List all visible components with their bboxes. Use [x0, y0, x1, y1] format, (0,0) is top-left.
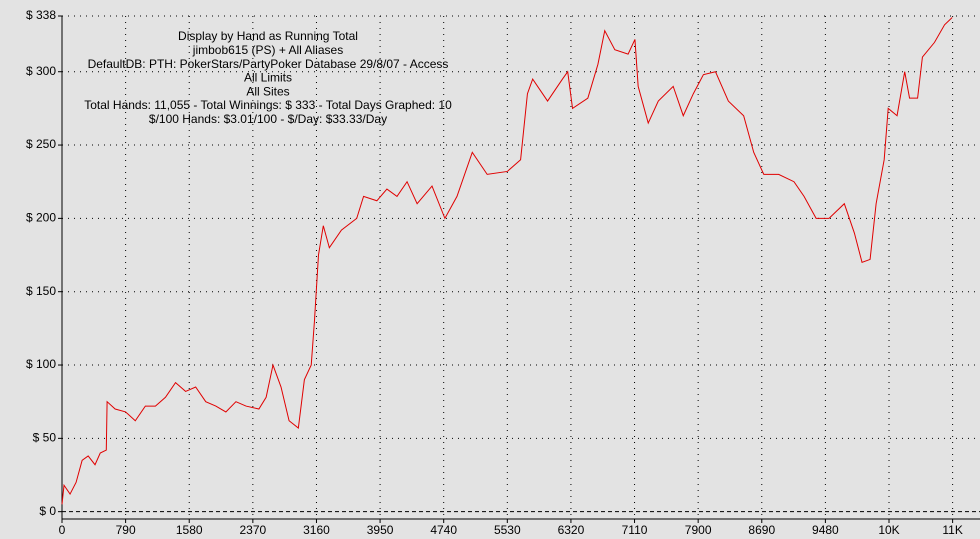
annotation: jimbob615 (PS) + All Aliases — [192, 43, 343, 57]
x-tick-label: 0 — [59, 523, 66, 537]
x-tick-label: 5530 — [494, 523, 521, 537]
y-tick-label: $ 200 — [26, 211, 56, 225]
x-tick-label: 2370 — [239, 523, 266, 537]
y-tick-label: $ 50 — [33, 431, 57, 445]
x-tick-label: 11K — [942, 523, 962, 537]
y-tick-label: $ 300 — [26, 64, 56, 78]
y-tick-label: $ 0 — [39, 504, 56, 518]
x-tick-label: 6320 — [558, 523, 585, 537]
x-tick-label: 1580 — [176, 523, 203, 537]
annotation: DefaultDB: PTH: PokerStars/PartyPoker Da… — [88, 57, 449, 71]
x-tick-label: 4740 — [430, 523, 457, 537]
y-tick-label: $ 250 — [26, 137, 56, 151]
x-tick-label: 9480 — [812, 523, 839, 537]
annotation: $/100 Hands: $3.01/100 - $/Day: $33.33/D… — [149, 112, 387, 126]
x-tick-label: 7900 — [685, 523, 712, 537]
x-tick-label: 10K — [878, 523, 899, 537]
annotation: Display by Hand as Running Total — [178, 29, 358, 43]
x-tick-label: 790 — [116, 523, 136, 537]
x-tick-label: 8690 — [748, 523, 775, 537]
x-tick-label: 3950 — [367, 523, 394, 537]
annotation: All Limits — [244, 71, 292, 85]
line-series — [61, 17, 953, 505]
y-tick-label: $ 100 — [26, 357, 56, 371]
x-tick-label: 7110 — [622, 523, 648, 537]
annotation: Total Hands: 11,055 - Total Winnings: $ … — [84, 98, 452, 112]
x-tick-label: 3160 — [303, 523, 330, 537]
y-tick-label: $ 150 — [26, 284, 56, 298]
annotation: All Sites — [246, 84, 289, 98]
y-tick-label: $ 338 — [26, 8, 56, 22]
